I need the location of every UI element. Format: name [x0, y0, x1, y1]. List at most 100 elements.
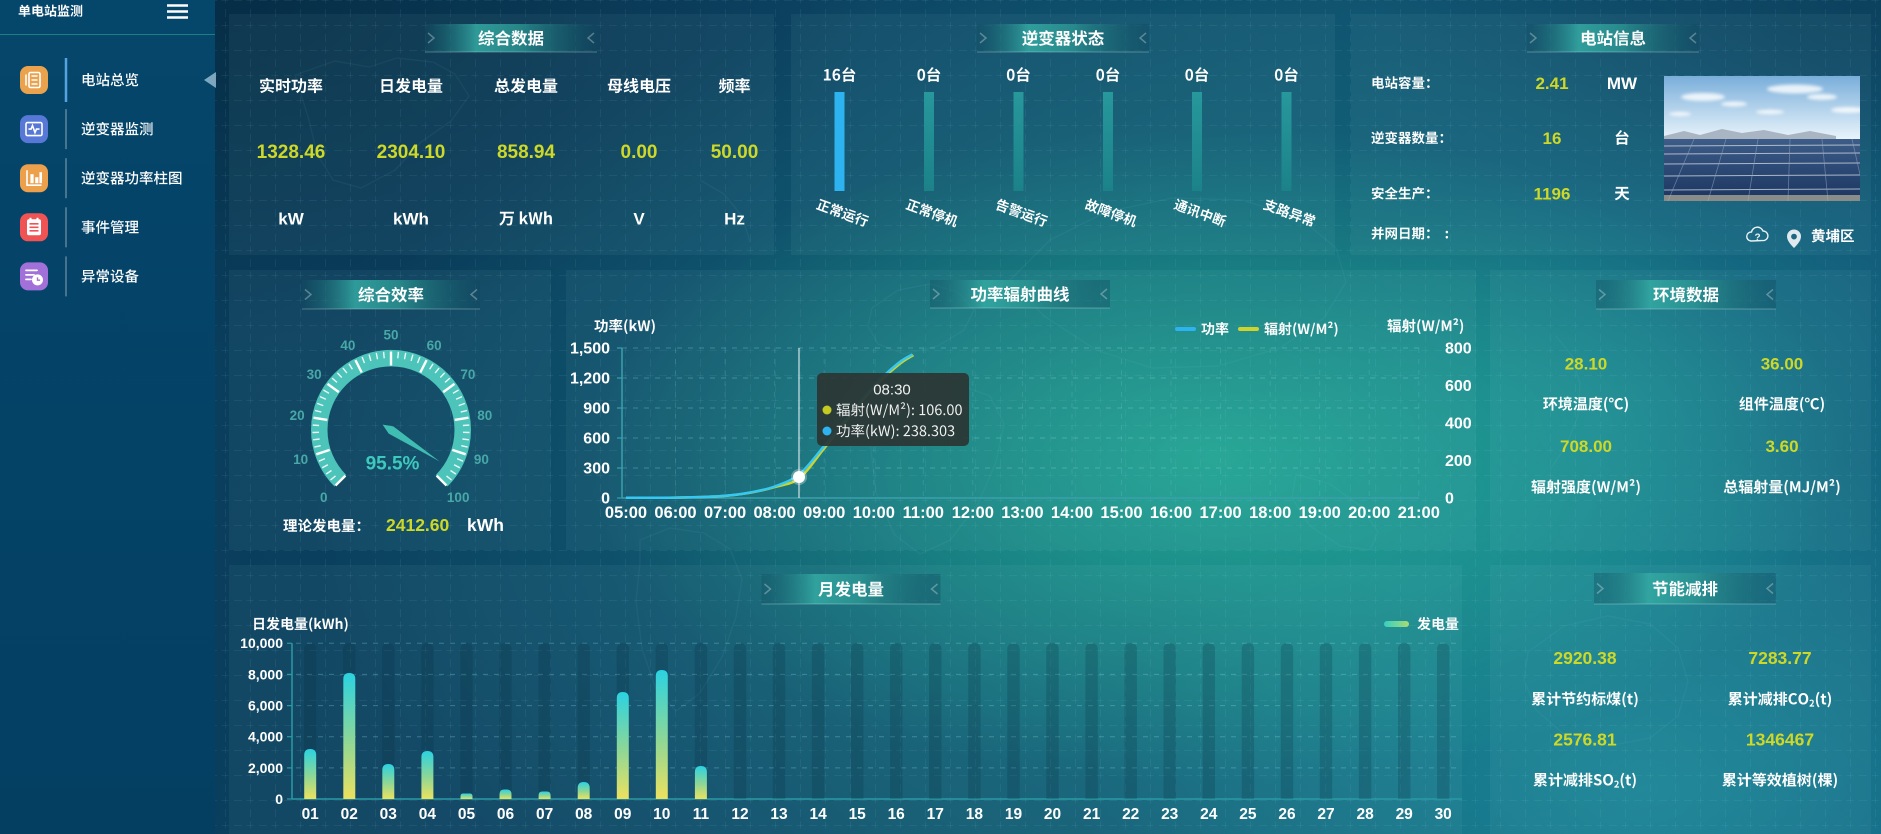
svg-text:10:00: 10:00 [853, 504, 895, 522]
svg-text:17:00: 17:00 [1199, 504, 1241, 522]
svg-text:23: 23 [1161, 806, 1179, 823]
svg-text:100: 100 [447, 490, 470, 505]
svg-text:26: 26 [1278, 806, 1296, 823]
svg-text:06: 06 [497, 806, 515, 823]
svg-text:95.5%: 95.5% [366, 454, 420, 475]
svg-text:800: 800 [1445, 341, 1472, 358]
svg-text:MW: MW [1607, 74, 1638, 93]
svg-text:50: 50 [383, 328, 398, 343]
svg-text:400: 400 [1445, 416, 1472, 433]
svg-text:07:00: 07:00 [704, 504, 746, 522]
svg-text:2576.81: 2576.81 [1553, 730, 1617, 750]
svg-text:1,500: 1,500 [570, 341, 610, 358]
svg-text:40: 40 [340, 338, 355, 353]
svg-text:18:00: 18:00 [1249, 504, 1291, 522]
svg-text:V: V [633, 209, 645, 228]
svg-text:05:00: 05:00 [605, 504, 647, 522]
svg-text:80: 80 [477, 408, 492, 423]
svg-text:2.41: 2.41 [1535, 74, 1568, 93]
svg-text:36.00: 36.00 [1761, 354, 1804, 373]
svg-text:1328.46: 1328.46 [257, 142, 326, 163]
svg-text:0: 0 [320, 490, 328, 505]
svg-text:13: 13 [770, 806, 788, 823]
svg-text:600: 600 [1445, 378, 1472, 395]
svg-text:09:00: 09:00 [803, 504, 845, 522]
svg-text:12:00: 12:00 [952, 504, 994, 522]
svg-text:25: 25 [1239, 806, 1257, 823]
svg-text:10: 10 [293, 452, 308, 467]
svg-text:19:00: 19:00 [1299, 504, 1341, 522]
svg-text:13:00: 13:00 [1001, 504, 1043, 522]
svg-text:14:00: 14:00 [1051, 504, 1093, 522]
svg-text:30: 30 [307, 367, 322, 382]
svg-text:6,000: 6,000 [248, 698, 283, 714]
svg-text:08: 08 [575, 806, 593, 823]
svg-text:08:00: 08:00 [753, 504, 795, 522]
svg-text:16: 16 [888, 806, 906, 823]
svg-text:300: 300 [583, 461, 610, 478]
svg-text:0: 0 [601, 491, 610, 508]
svg-text:1,200: 1,200 [570, 371, 610, 388]
svg-text:kWh: kWh [467, 515, 504, 535]
svg-text:kWh: kWh [393, 209, 429, 228]
svg-text:1196: 1196 [1534, 184, 1571, 203]
svg-text:15: 15 [849, 806, 867, 823]
svg-text:16:00: 16:00 [1150, 504, 1192, 522]
svg-text:708.00: 708.00 [1560, 437, 1612, 456]
svg-text:16: 16 [1543, 129, 1562, 148]
svg-text:17: 17 [927, 806, 944, 823]
svg-text:08:30: 08:30 [873, 381, 911, 398]
svg-text:27: 27 [1317, 806, 1334, 823]
svg-text:3.60: 3.60 [1765, 437, 1798, 456]
svg-text:2920.38: 2920.38 [1553, 648, 1617, 668]
svg-text:28: 28 [1356, 806, 1374, 823]
svg-text:kW: kW [278, 209, 304, 228]
svg-text:10: 10 [653, 806, 670, 823]
svg-text:01: 01 [302, 806, 320, 823]
svg-text:8,000: 8,000 [248, 666, 283, 682]
svg-text:20: 20 [1044, 806, 1061, 823]
svg-text:200: 200 [1445, 453, 1472, 470]
svg-text:0.00: 0.00 [621, 142, 658, 163]
svg-text:0: 0 [275, 791, 283, 807]
svg-text:21: 21 [1083, 806, 1101, 823]
svg-text:18: 18 [966, 806, 984, 823]
svg-text:14: 14 [809, 806, 827, 823]
svg-text:07: 07 [536, 806, 553, 823]
svg-text:04: 04 [419, 806, 437, 823]
svg-text:19: 19 [1005, 806, 1023, 823]
svg-text:21:00: 21:00 [1398, 504, 1440, 522]
svg-text:02: 02 [341, 806, 358, 823]
svg-text:24: 24 [1200, 806, 1218, 823]
svg-text:7283.77: 7283.77 [1748, 648, 1811, 668]
svg-text:2304.10: 2304.10 [377, 142, 446, 163]
svg-text:12: 12 [731, 806, 748, 823]
svg-text:4,000: 4,000 [248, 729, 283, 745]
svg-text:20:00: 20:00 [1348, 504, 1390, 522]
svg-text:03: 03 [380, 806, 398, 823]
svg-text:11:00: 11:00 [903, 504, 944, 522]
svg-text:1346467: 1346467 [1746, 730, 1814, 750]
svg-text:900: 900 [583, 401, 610, 418]
svg-text:?: ? [1754, 233, 1760, 244]
svg-text:11: 11 [693, 806, 710, 823]
svg-text:09: 09 [614, 806, 632, 823]
svg-text:06:00: 06:00 [654, 504, 696, 522]
svg-text:2412.60: 2412.60 [386, 515, 450, 535]
svg-text:50.00: 50.00 [711, 142, 759, 163]
svg-text:90: 90 [474, 452, 489, 467]
svg-text:600: 600 [583, 431, 610, 448]
svg-text:22: 22 [1122, 806, 1139, 823]
svg-text:Hz: Hz [724, 209, 745, 228]
svg-text:29: 29 [1396, 806, 1414, 823]
svg-text:30: 30 [1435, 806, 1452, 823]
svg-text:0: 0 [1445, 491, 1454, 508]
svg-text:70: 70 [460, 367, 475, 382]
svg-text:28.10: 28.10 [1565, 354, 1608, 373]
svg-text:05: 05 [458, 806, 476, 823]
svg-text:60: 60 [427, 338, 442, 353]
svg-text:20: 20 [290, 408, 305, 423]
svg-text:2,000: 2,000 [248, 760, 283, 776]
svg-text:15:00: 15:00 [1100, 504, 1142, 522]
svg-text:10,000: 10,000 [240, 635, 283, 651]
